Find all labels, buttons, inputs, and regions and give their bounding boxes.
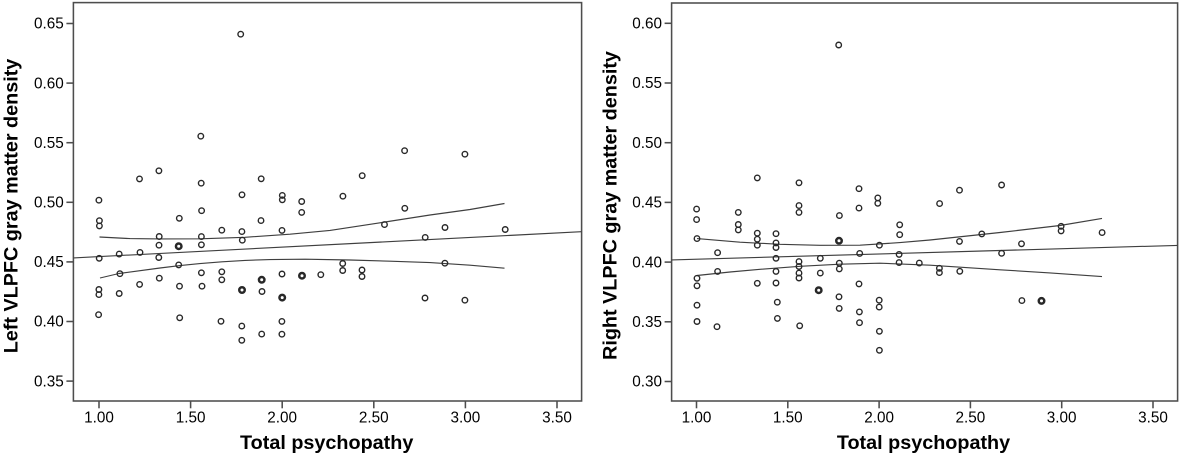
svg-text:2.50: 2.50 [359, 410, 389, 427]
svg-text:0.55: 0.55 [34, 135, 64, 152]
svg-text:3.00: 3.00 [1047, 410, 1077, 427]
svg-text:1.00: 1.00 [682, 410, 712, 427]
svg-text:Left VLPFC gray matter density: Left VLPFC gray matter density [1, 59, 23, 354]
svg-text:3.50: 3.50 [542, 410, 572, 427]
svg-text:0.40: 0.40 [632, 254, 662, 271]
svg-text:0.35: 0.35 [34, 373, 64, 390]
svg-text:0.55: 0.55 [632, 75, 662, 92]
svg-text:0.40: 0.40 [34, 314, 64, 331]
svg-text:3.00: 3.00 [451, 410, 481, 427]
svg-text:1.00: 1.00 [84, 410, 114, 427]
svg-text:Total psychopathy: Total psychopathy [240, 432, 413, 454]
svg-text:Right VLPFC gray matter densit: Right VLPFC gray matter density [600, 51, 622, 360]
svg-text:0.45: 0.45 [632, 195, 662, 212]
svg-text:1.50: 1.50 [176, 410, 206, 427]
svg-text:2.00: 2.00 [864, 410, 894, 427]
svg-text:0.50: 0.50 [632, 135, 662, 152]
svg-text:2.00: 2.00 [267, 410, 297, 427]
svg-text:0.60: 0.60 [632, 16, 662, 33]
svg-text:0.30: 0.30 [632, 374, 662, 391]
svg-text:0.50: 0.50 [34, 195, 64, 212]
svg-text:1.50: 1.50 [773, 410, 803, 427]
svg-text:3.50: 3.50 [1138, 410, 1168, 427]
svg-text:0.35: 0.35 [632, 314, 662, 331]
svg-text:0.65: 0.65 [34, 16, 64, 33]
svg-text:Total psychopathy: Total psychopathy [837, 432, 1010, 454]
svg-text:0.45: 0.45 [34, 254, 64, 271]
svg-text:0.60: 0.60 [34, 75, 64, 92]
svg-text:2.50: 2.50 [956, 410, 986, 427]
